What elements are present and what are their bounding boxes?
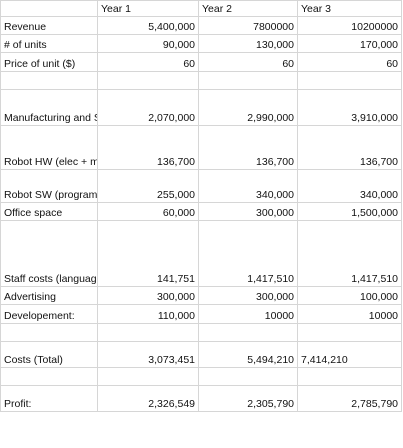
office-year-2[interactable]: 300,000	[198, 202, 298, 221]
costs-total-year-1[interactable]: 3,073,451	[97, 341, 199, 368]
header-year-2[interactable]: Year 2	[198, 0, 298, 17]
row-staff: Staff costs (language specialist, design…	[0, 220, 402, 287]
header-year-3[interactable]: Year 3	[297, 0, 402, 17]
robot-hw-year-3[interactable]: 136,700	[297, 125, 402, 170]
profit-year-2[interactable]: 2,305,790	[198, 385, 298, 412]
staff-year-3[interactable]: 1,417,510	[297, 220, 402, 287]
manufacturing-label[interactable]: Manufacturing and Shipping	[0, 89, 98, 126]
empty-cell[interactable]	[297, 323, 402, 342]
empty-cell[interactable]	[97, 71, 199, 90]
robot-hw-label[interactable]: Robot HW (elec + mech engineers)	[0, 125, 98, 170]
price-label[interactable]: Price of unit ($)	[0, 52, 98, 72]
office-year-1[interactable]: 60,000	[97, 202, 199, 221]
row-robot-sw: Robot SW (programmers) 255,000 340,000 3…	[0, 169, 402, 203]
development-year-3[interactable]: 10000	[297, 304, 402, 324]
corner-cell[interactable]	[0, 0, 98, 17]
manufacturing-year-2[interactable]: 2,990,000	[198, 89, 298, 126]
empty-cell[interactable]	[198, 71, 298, 90]
manufacturing-year-1[interactable]: 2,070,000	[97, 89, 199, 126]
advertising-year-2[interactable]: 300,000	[198, 286, 298, 305]
row-office: Office space 60,000 300,000 1,500,000	[0, 202, 402, 221]
revenue-year-2[interactable]: 7800000	[198, 16, 298, 35]
units-label[interactable]: # of units	[0, 34, 98, 53]
empty-cell[interactable]	[97, 323, 199, 342]
manufacturing-year-3[interactable]: 3,910,000	[297, 89, 402, 126]
costs-total-year-3[interactable]: 7,414,210	[297, 341, 402, 368]
robot-sw-year-3[interactable]: 340,000	[297, 169, 402, 203]
price-year-1[interactable]: 60	[97, 52, 199, 72]
empty-cell[interactable]	[97, 367, 199, 386]
financial-table: Year 1 Year 2 Year 3 Revenue 5,400,000 7…	[0, 0, 402, 412]
advertising-label[interactable]: Advertising	[0, 286, 98, 305]
empty-cell[interactable]	[0, 367, 98, 386]
header-year-1[interactable]: Year 1	[97, 0, 199, 17]
units-year-2[interactable]: 130,000	[198, 34, 298, 53]
empty-cell[interactable]	[297, 71, 402, 90]
price-year-3[interactable]: 60	[297, 52, 402, 72]
row-robot-hw: Robot HW (elec + mech engineers) 136,700…	[0, 125, 402, 170]
costs-total-label[interactable]: Costs (Total)	[0, 341, 98, 368]
empty-cell[interactable]	[297, 367, 402, 386]
staff-year-1[interactable]: 141,751	[97, 220, 199, 287]
robot-sw-label[interactable]: Robot SW (programmers)	[0, 169, 98, 203]
costs-total-year-2[interactable]: 5,494,210	[198, 341, 298, 368]
row-development: Developement: 110,000 10000 10000	[0, 304, 402, 324]
advertising-year-1[interactable]: 300,000	[97, 286, 199, 305]
row-empty-1	[0, 71, 402, 90]
row-empty-3	[0, 367, 402, 386]
units-year-3[interactable]: 170,000	[297, 34, 402, 53]
revenue-label[interactable]: Revenue	[0, 16, 98, 35]
empty-cell[interactable]	[198, 323, 298, 342]
development-label[interactable]: Developement:	[0, 304, 98, 324]
price-year-2[interactable]: 60	[198, 52, 298, 72]
development-year-2[interactable]: 10000	[198, 304, 298, 324]
profit-year-3[interactable]: 2,785,790	[297, 385, 402, 412]
robot-sw-year-2[interactable]: 340,000	[198, 169, 298, 203]
empty-cell[interactable]	[0, 323, 98, 342]
row-empty-2	[0, 323, 402, 342]
development-year-1[interactable]: 110,000	[97, 304, 199, 324]
revenue-year-3[interactable]: 10200000	[297, 16, 402, 35]
row-profit: Profit: 2,326,549 2,305,790 2,785,790	[0, 385, 402, 412]
staff-year-2[interactable]: 1,417,510	[198, 220, 298, 287]
staff-label[interactable]: Staff costs (language specialist, design…	[0, 220, 98, 287]
office-year-3[interactable]: 1,500,000	[297, 202, 402, 221]
robot-sw-year-1[interactable]: 255,000	[97, 169, 199, 203]
revenue-year-1[interactable]: 5,400,000	[97, 16, 199, 35]
advertising-year-3[interactable]: 100,000	[297, 286, 402, 305]
row-advertising: Advertising 300,000 300,000 100,000	[0, 286, 402, 305]
row-units: # of units 90,000 130,000 170,000	[0, 34, 402, 53]
row-manufacturing: Manufacturing and Shipping 2,070,000 2,9…	[0, 89, 402, 126]
row-costs-total: Costs (Total) 3,073,451 5,494,210 7,414,…	[0, 341, 402, 368]
robot-hw-year-2[interactable]: 136,700	[198, 125, 298, 170]
empty-cell[interactable]	[0, 71, 98, 90]
empty-cell[interactable]	[198, 367, 298, 386]
units-year-1[interactable]: 90,000	[97, 34, 199, 53]
profit-label[interactable]: Profit:	[0, 385, 98, 412]
row-price: Price of unit ($) 60 60 60	[0, 52, 402, 72]
office-label[interactable]: Office space	[0, 202, 98, 221]
header-row: Year 1 Year 2 Year 3	[0, 0, 402, 17]
row-revenue: Revenue 5,400,000 7800000 10200000	[0, 16, 402, 35]
profit-year-1[interactable]: 2,326,549	[97, 385, 199, 412]
robot-hw-year-1[interactable]: 136,700	[97, 125, 199, 170]
